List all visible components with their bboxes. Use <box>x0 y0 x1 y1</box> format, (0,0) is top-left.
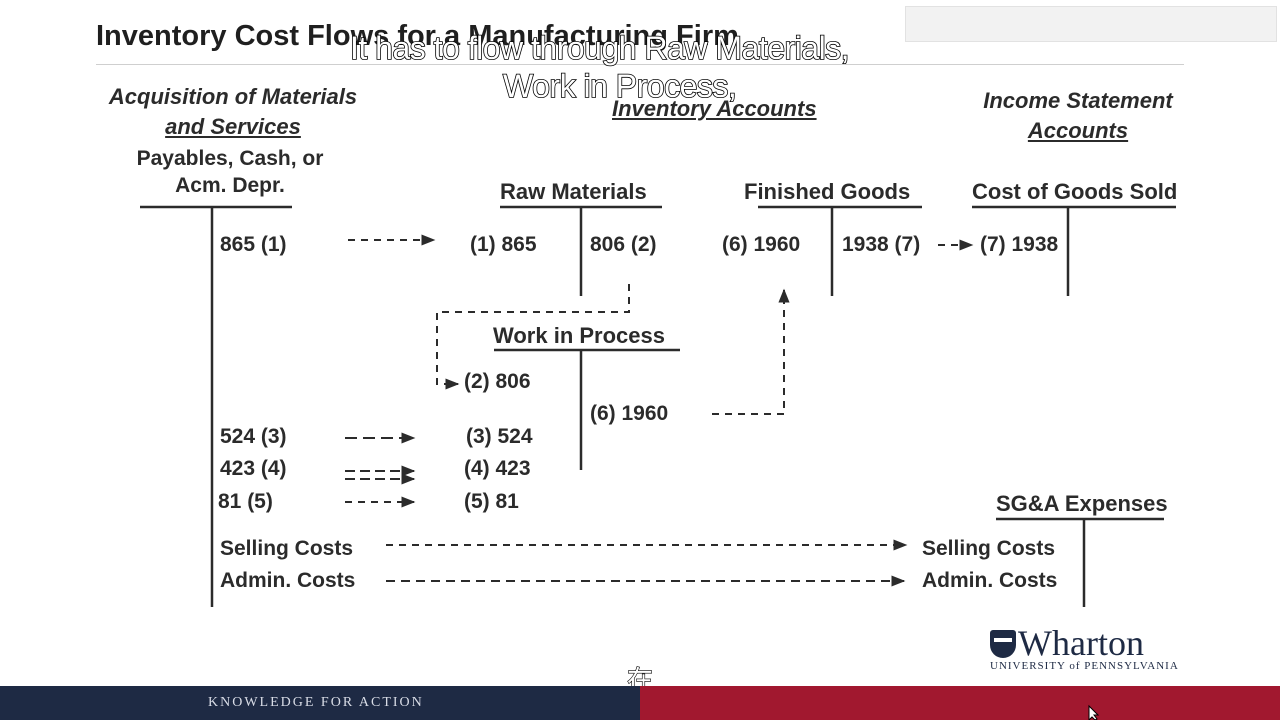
income-header: Income Statement Accounts <box>968 88 1188 144</box>
sga-title: SG&A Expenses <box>996 491 1168 516</box>
wip-entry-3: (3) 524 <box>466 425 533 448</box>
raw-materials-debit: (1) 865 <box>470 233 537 256</box>
sga-selling-costs: Selling Costs <box>922 537 1056 560</box>
payables-entry-5: 81 (5) <box>218 490 273 513</box>
cogs-title: Cost of Goods Sold <box>972 179 1178 204</box>
cogs-debit: (7) 1938 <box>980 233 1059 256</box>
acquisition-header-line2: and Services <box>165 114 301 139</box>
video-caption-line1: It has to flow through Raw Materials, <box>349 29 850 67</box>
income-header-line1: Income Statement <box>983 88 1173 113</box>
wharton-shield-icon <box>990 630 1016 658</box>
inventory-header: Inventory Accounts <box>612 96 817 121</box>
income-header-line2: Accounts <box>1027 118 1129 143</box>
footer-tagline: KNOWLEDGE FOR ACTION <box>208 695 424 710</box>
payables-entry-1: 865 (1) <box>220 233 287 256</box>
footer-navy-band <box>0 686 640 720</box>
raw-materials-credit: 806 (2) <box>590 233 657 256</box>
finished-goods-credit: 1938 (7) <box>842 233 921 256</box>
finished-goods-debit: (6) 1960 <box>722 233 801 256</box>
payables-title-line1: Payables, Cash, or <box>136 147 324 170</box>
sga-admin-costs: Admin. Costs <box>922 569 1058 592</box>
raw-materials-title: Raw Materials <box>500 179 647 204</box>
wharton-logo: Wharton UNIVERSITY of PENNSYLVANIA <box>988 623 1188 676</box>
wip-entry-2: (2) 806 <box>464 370 531 393</box>
video-caption-line2: Work in Process, <box>502 67 737 105</box>
acquisition-header-line1: Acquisition of Materials <box>108 84 358 109</box>
wip-entry-5: (5) 81 <box>464 490 519 513</box>
title-rule <box>96 64 1184 65</box>
payables-account-title: Payables, Cash, or Acm. Depr. <box>110 147 350 198</box>
payables-title-line2: Acm. Depr. <box>175 174 285 197</box>
wharton-logo-sub: UNIVERSITY of PENNSYLVANIA <box>990 660 1179 672</box>
slide-title: Inventory Cost Flows for a Manufacturing… <box>96 20 739 52</box>
wip-title: Work in Process <box>493 323 665 348</box>
wip-credit-6: (6) 1960 <box>590 402 669 425</box>
footer-red-band <box>640 686 1280 720</box>
wharton-logo-name: Wharton <box>1018 623 1144 663</box>
wip-entry-4: (4) 423 <box>464 457 531 480</box>
acquisition-header: Acquisition of Materials and Services <box>96 84 370 140</box>
arrow-wip-to-fg <box>712 288 790 415</box>
arrow-rm-to-wip <box>436 284 630 390</box>
shield-band <box>994 638 1012 642</box>
payables-admin-costs: Admin. Costs <box>220 569 356 592</box>
payables-entry-3: 524 (3) <box>220 425 287 448</box>
payables-entry-4: 423 (4) <box>220 457 287 480</box>
payables-selling-costs: Selling Costs <box>220 537 354 560</box>
finished-goods-title: Finished Goods <box>744 179 911 204</box>
overlay-panel <box>905 6 1277 42</box>
